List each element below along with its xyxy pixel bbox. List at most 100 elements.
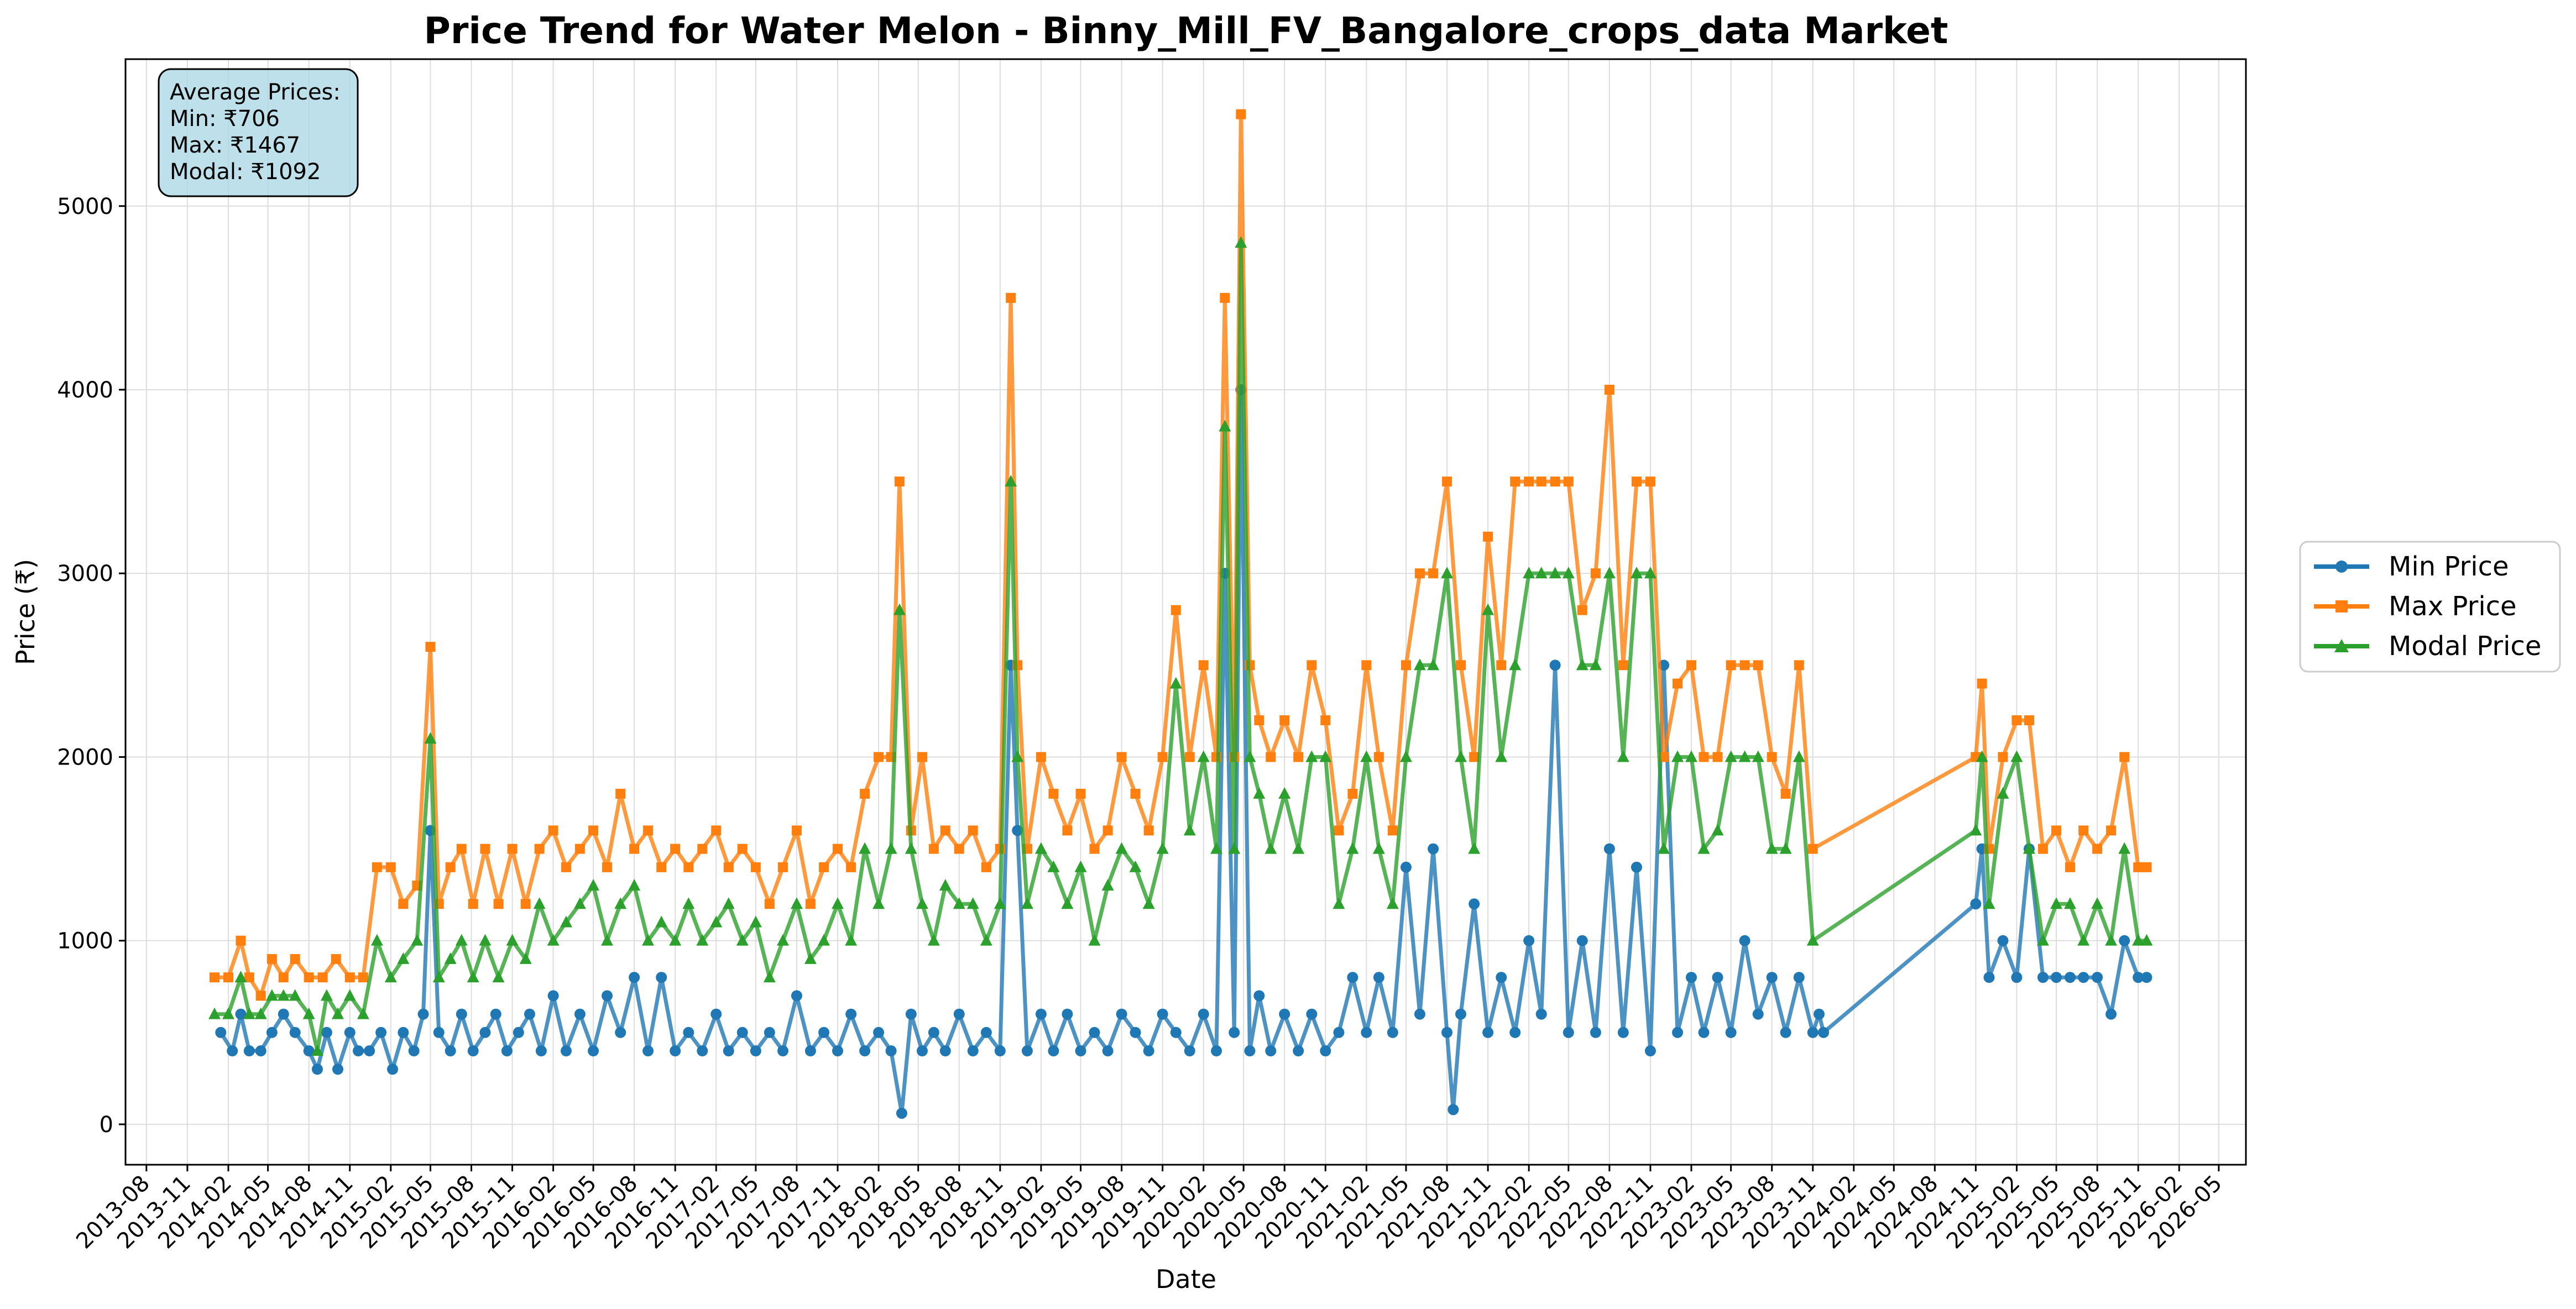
min-price-point (1320, 1045, 1331, 1057)
min-price-point (670, 1045, 681, 1057)
max-price-point (1307, 660, 1317, 671)
min-price-point (1293, 1045, 1304, 1057)
max-price-point (723, 862, 734, 872)
chart-title: Price Trend for Water Melon - Binny_Mill… (424, 9, 1948, 52)
modal-price-point (1197, 750, 1210, 762)
min-price-point (953, 1008, 965, 1020)
modal-price-point (669, 934, 682, 946)
min-price-point (547, 990, 559, 1002)
min-price-point (1130, 1027, 1141, 1038)
min-price-point (1347, 972, 1358, 983)
modal-price-point (1228, 842, 1241, 854)
min-price-point (588, 1045, 599, 1057)
modal-price-point (1047, 860, 1060, 872)
modal-price-point (1671, 750, 1684, 762)
min-price-point (723, 1045, 734, 1057)
max-price-point (1998, 752, 2008, 762)
min-price-point (1089, 1027, 1100, 1038)
min-price-point (1455, 1008, 1466, 1020)
modal-price-point (994, 897, 1006, 909)
y-tick-label: 2000 (57, 745, 113, 770)
min-price-point (1211, 1045, 1222, 1057)
stats-min: Min: ₹706 (170, 106, 280, 132)
modal-price-point (1074, 860, 1087, 872)
max-price-point (1198, 660, 1209, 671)
modal-price-point (343, 989, 356, 1001)
min-price-point (1549, 659, 1561, 671)
max-price-point (1048, 788, 1059, 799)
modal-price-point (953, 897, 965, 909)
modal-price-point (1183, 824, 1196, 836)
y-tick-label: 4000 (57, 378, 113, 403)
modal-price-point (533, 897, 546, 909)
max-price-point (1347, 788, 1358, 799)
min-price-point (710, 1008, 722, 1020)
max-price-point (1442, 477, 1452, 487)
modal-price-point (1697, 842, 1710, 854)
modal-price-point (2105, 934, 2118, 946)
max-price-point (1320, 715, 1331, 726)
modal-price-point (1725, 750, 1737, 762)
modal-price-point (1372, 842, 1385, 854)
max-price-point (1794, 660, 1804, 671)
modal-price-point (254, 1007, 267, 1019)
min-price-point (885, 1045, 897, 1057)
max-price-point (1036, 752, 1046, 762)
min-price-point (967, 1045, 979, 1057)
modal-price-point (265, 989, 278, 1001)
min-price-point (804, 1045, 816, 1057)
modal-price-point (628, 879, 641, 891)
min-price-point (1672, 1027, 1684, 1038)
modal-price-point (859, 842, 871, 854)
min-price-point (1603, 843, 1615, 855)
min-price-point (642, 1045, 654, 1057)
min-price-point (1448, 1104, 1459, 1116)
min-price-point (697, 1045, 708, 1057)
min-price-point (1482, 1027, 1494, 1038)
modal-price-point (614, 897, 627, 909)
modal-price-point (331, 1007, 344, 1019)
modal-price-point (1793, 750, 1805, 762)
max-price-point (2065, 862, 2076, 872)
min-price-point (311, 1064, 323, 1075)
min-price-point (1035, 1008, 1047, 1020)
modal-price-point (1576, 658, 1589, 671)
max-price-point (1089, 844, 1100, 854)
modal-price-point (966, 897, 979, 909)
max-price-point (1254, 715, 1265, 726)
min-price-point (456, 1008, 467, 1020)
modal-price-point (311, 1044, 323, 1056)
min-price-point (227, 1045, 238, 1057)
max-price-point (244, 972, 254, 983)
max-price-point (894, 477, 905, 487)
min-price-point (501, 1045, 513, 1057)
max-price-point (602, 862, 613, 872)
modal-price-point (1021, 897, 1033, 909)
modal-price-point (1711, 824, 1724, 836)
max-price-point (1577, 605, 1587, 615)
modal-price-point (1061, 897, 1074, 909)
min-price-point (243, 1045, 255, 1057)
max-price-line (215, 112, 2147, 998)
max-price-point (1373, 752, 1384, 762)
max-price-point (1536, 477, 1546, 487)
modal-price-point (1156, 842, 1169, 854)
max-price-point (860, 788, 870, 799)
max-price-point (1563, 477, 1574, 487)
min-price-point (1387, 1027, 1398, 1038)
min-price-point (2011, 972, 2023, 983)
legend: Min Price Max Price Modal Price (2299, 541, 2561, 673)
min-price-point (873, 1027, 885, 1038)
modal-price-point (2064, 897, 2077, 909)
min-price-point (1373, 972, 1384, 983)
modal-price-point (1413, 658, 1426, 671)
min-price-point (2065, 972, 2076, 983)
modal-price-point (1658, 842, 1670, 854)
modal-price-point (1738, 750, 1751, 762)
min-price-point (1075, 1045, 1086, 1057)
min-price-point (1997, 935, 2009, 946)
max-price-point (1483, 531, 1493, 542)
min-price-point (560, 1045, 572, 1057)
min-price-point (1970, 898, 1982, 910)
max-price-point (928, 844, 939, 854)
